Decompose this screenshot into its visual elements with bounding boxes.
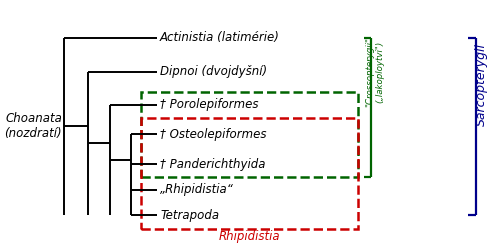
Text: "Crossopterygii"
(„lakoploуtvі"): "Crossopterygii" („lakoploуtvі") — [365, 37, 385, 107]
Text: Tetrapoda: Tetrapoda — [160, 209, 219, 222]
Text: † Porolepiformes: † Porolepiformes — [160, 98, 259, 111]
Text: † Panderichthyida: † Panderichthyida — [160, 158, 266, 171]
Text: Dipnoi (dvojdyšní): Dipnoi (dvojdyšní) — [160, 65, 267, 78]
Text: † Osteolepiformes: † Osteolepiformes — [160, 128, 267, 141]
Text: Sarcopterygii: Sarcopterygii — [474, 43, 487, 126]
Text: Actinistia (latimérie): Actinistia (latimérie) — [160, 31, 280, 44]
Text: Rhipidistia: Rhipidistia — [219, 230, 280, 243]
Text: Choanata
(nozdratí): Choanata (nozdratí) — [5, 112, 62, 140]
Bar — [141, 118, 357, 229]
Bar — [141, 92, 357, 177]
Text: „Rhipidistia“: „Rhipidistia“ — [160, 183, 234, 196]
